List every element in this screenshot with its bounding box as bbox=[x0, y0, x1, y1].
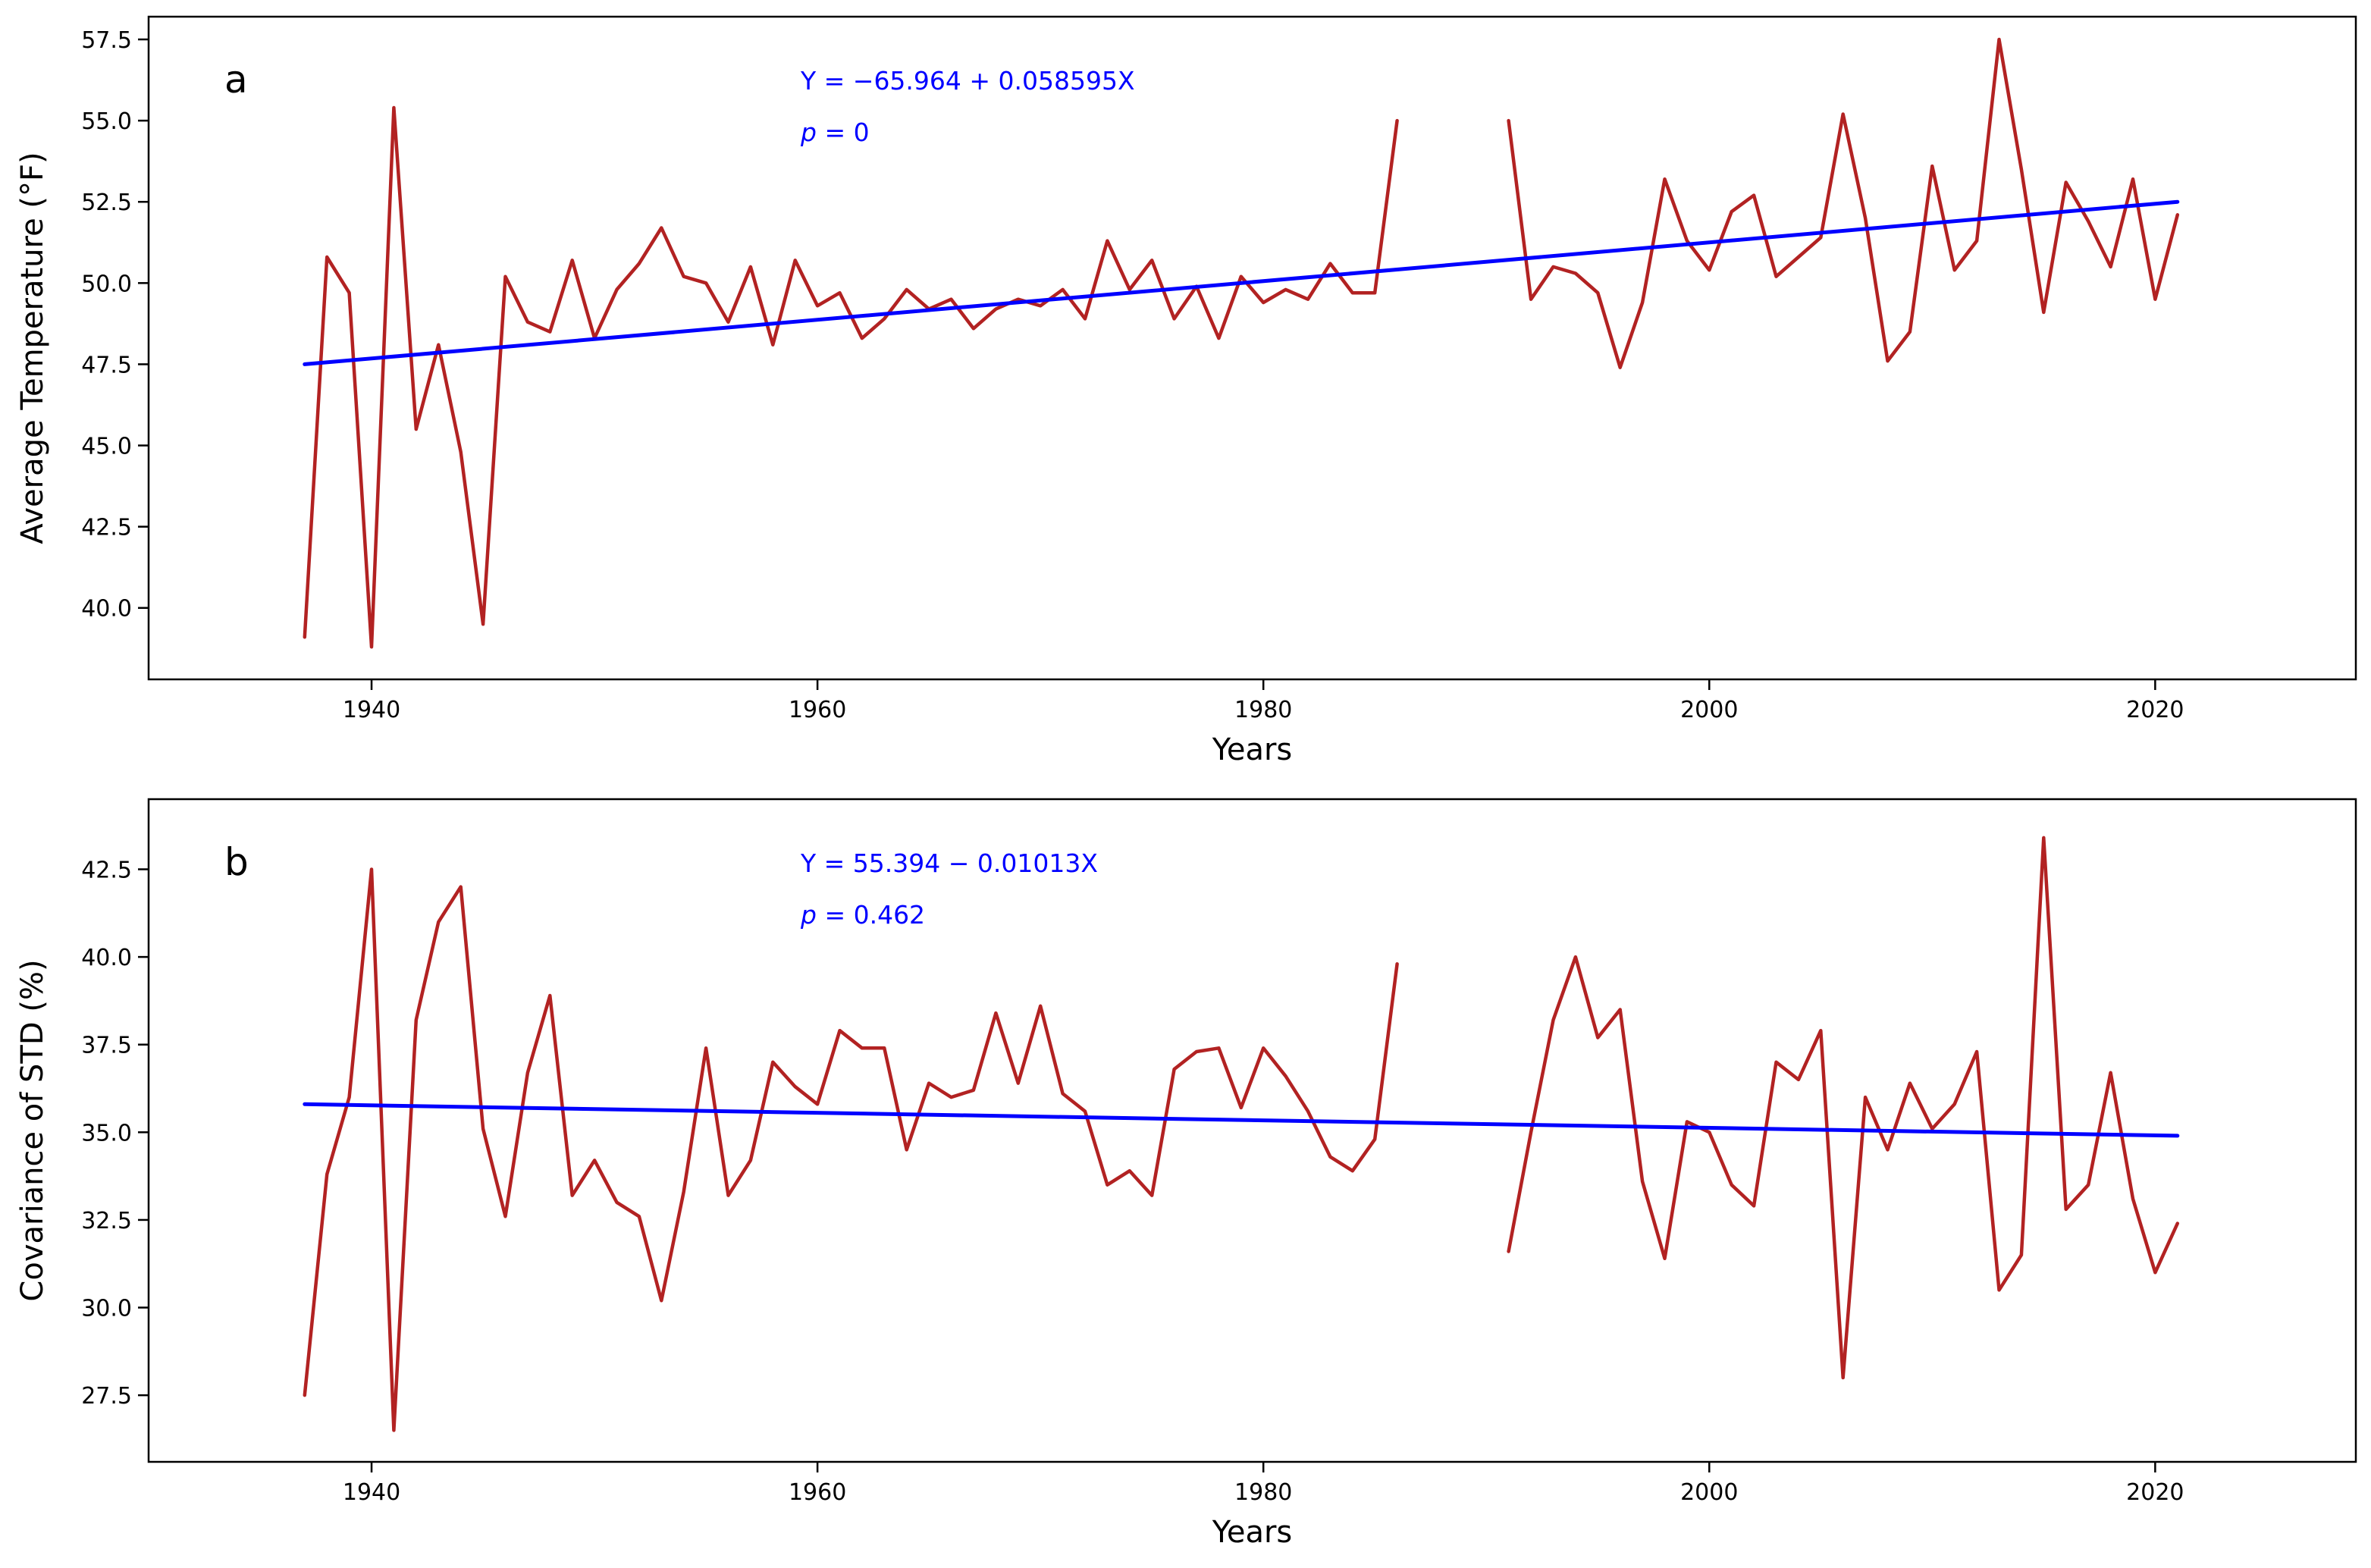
chart-svg-b: 1940 1960 1980 2000 2020 27.5 30.0 32.5 35.0 37.5… bbox=[15, 798, 2357, 1550]
x-tick-label: 1940 bbox=[343, 1479, 400, 1506]
y-tick-label: 55.0 bbox=[81, 108, 132, 135]
y-tick-label: 52.5 bbox=[81, 190, 132, 216]
panel-a: 1940 1960 1980 2000 2020 40.0 42.5 45.0 47.5 50.0… bbox=[0, 0, 2371, 782]
y-tick-label: 30.0 bbox=[81, 1296, 132, 1322]
y-tick-label: 50.0 bbox=[81, 271, 132, 297]
panel-b: 1940 1960 1980 2000 2020 27.5 30.0 32.5 35.0 37.5… bbox=[0, 782, 2371, 1565]
y-tick-label: 40.0 bbox=[81, 596, 132, 622]
regression-equation: Y = −65.964 + 0.058595X bbox=[800, 66, 1135, 96]
x-tick-label: 1940 bbox=[343, 697, 400, 723]
p-value-annotation: p = 0.462 bbox=[800, 900, 925, 930]
data-line bbox=[1507, 836, 2180, 1380]
y-tick-label: 42.5 bbox=[81, 857, 132, 883]
trend-line-group bbox=[303, 1102, 2180, 1138]
trend-line bbox=[303, 1102, 2180, 1138]
x-tick-label: 2000 bbox=[1680, 697, 1738, 723]
chart-svg-a: 1940 1960 1980 2000 2020 40.0 42.5 45.0 47.5 50.0… bbox=[15, 15, 2357, 767]
y-tick-label: 27.5 bbox=[81, 1383, 132, 1410]
p-value: = 0 bbox=[817, 118, 870, 147]
x-axis-label: Years bbox=[1212, 1515, 1293, 1550]
y-tick-label: 45.0 bbox=[81, 434, 132, 460]
x-tick-label: 1960 bbox=[789, 1479, 846, 1506]
panel-label: b bbox=[224, 840, 249, 884]
x-tick-label: 1960 bbox=[789, 697, 846, 723]
p-symbol: p bbox=[800, 900, 817, 930]
trend-line-group bbox=[303, 199, 2180, 366]
x-axis-label: Years bbox=[1212, 732, 1293, 767]
y-tick-label: 40.0 bbox=[81, 945, 132, 971]
x-tick-label: 2020 bbox=[2126, 697, 2184, 723]
plot-frame bbox=[147, 798, 2357, 1463]
data-line bbox=[1507, 37, 2180, 369]
x-tick-label: 2020 bbox=[2126, 1479, 2184, 1506]
x-tick-label: 1980 bbox=[1234, 697, 1292, 723]
y-axis-label: Average Temperature (°F) bbox=[15, 152, 50, 544]
y-tick-label: 42.5 bbox=[81, 515, 132, 541]
x-tick-label: 2000 bbox=[1680, 1479, 1738, 1506]
x-tick-label: 1980 bbox=[1234, 1479, 1292, 1506]
y-axis-label: Covariance of STD (%) bbox=[15, 959, 50, 1301]
p-value-annotation: p = 0 bbox=[800, 118, 870, 147]
data-line bbox=[303, 867, 1399, 1432]
regression-equation: Y = 55.394 − 0.01013X bbox=[800, 848, 1098, 878]
trend-line bbox=[303, 199, 2180, 366]
data-series-group bbox=[303, 836, 2180, 1432]
y-tick-label: 57.5 bbox=[81, 27, 132, 54]
p-value: = 0.462 bbox=[817, 900, 925, 930]
y-tick-label: 35.0 bbox=[81, 1120, 132, 1146]
p-symbol: p bbox=[800, 118, 817, 147]
y-tick-label: 37.5 bbox=[81, 1033, 132, 1059]
panel-label: a bbox=[224, 58, 248, 102]
y-tick-label: 47.5 bbox=[81, 352, 132, 378]
y-tick-label: 32.5 bbox=[81, 1208, 132, 1234]
